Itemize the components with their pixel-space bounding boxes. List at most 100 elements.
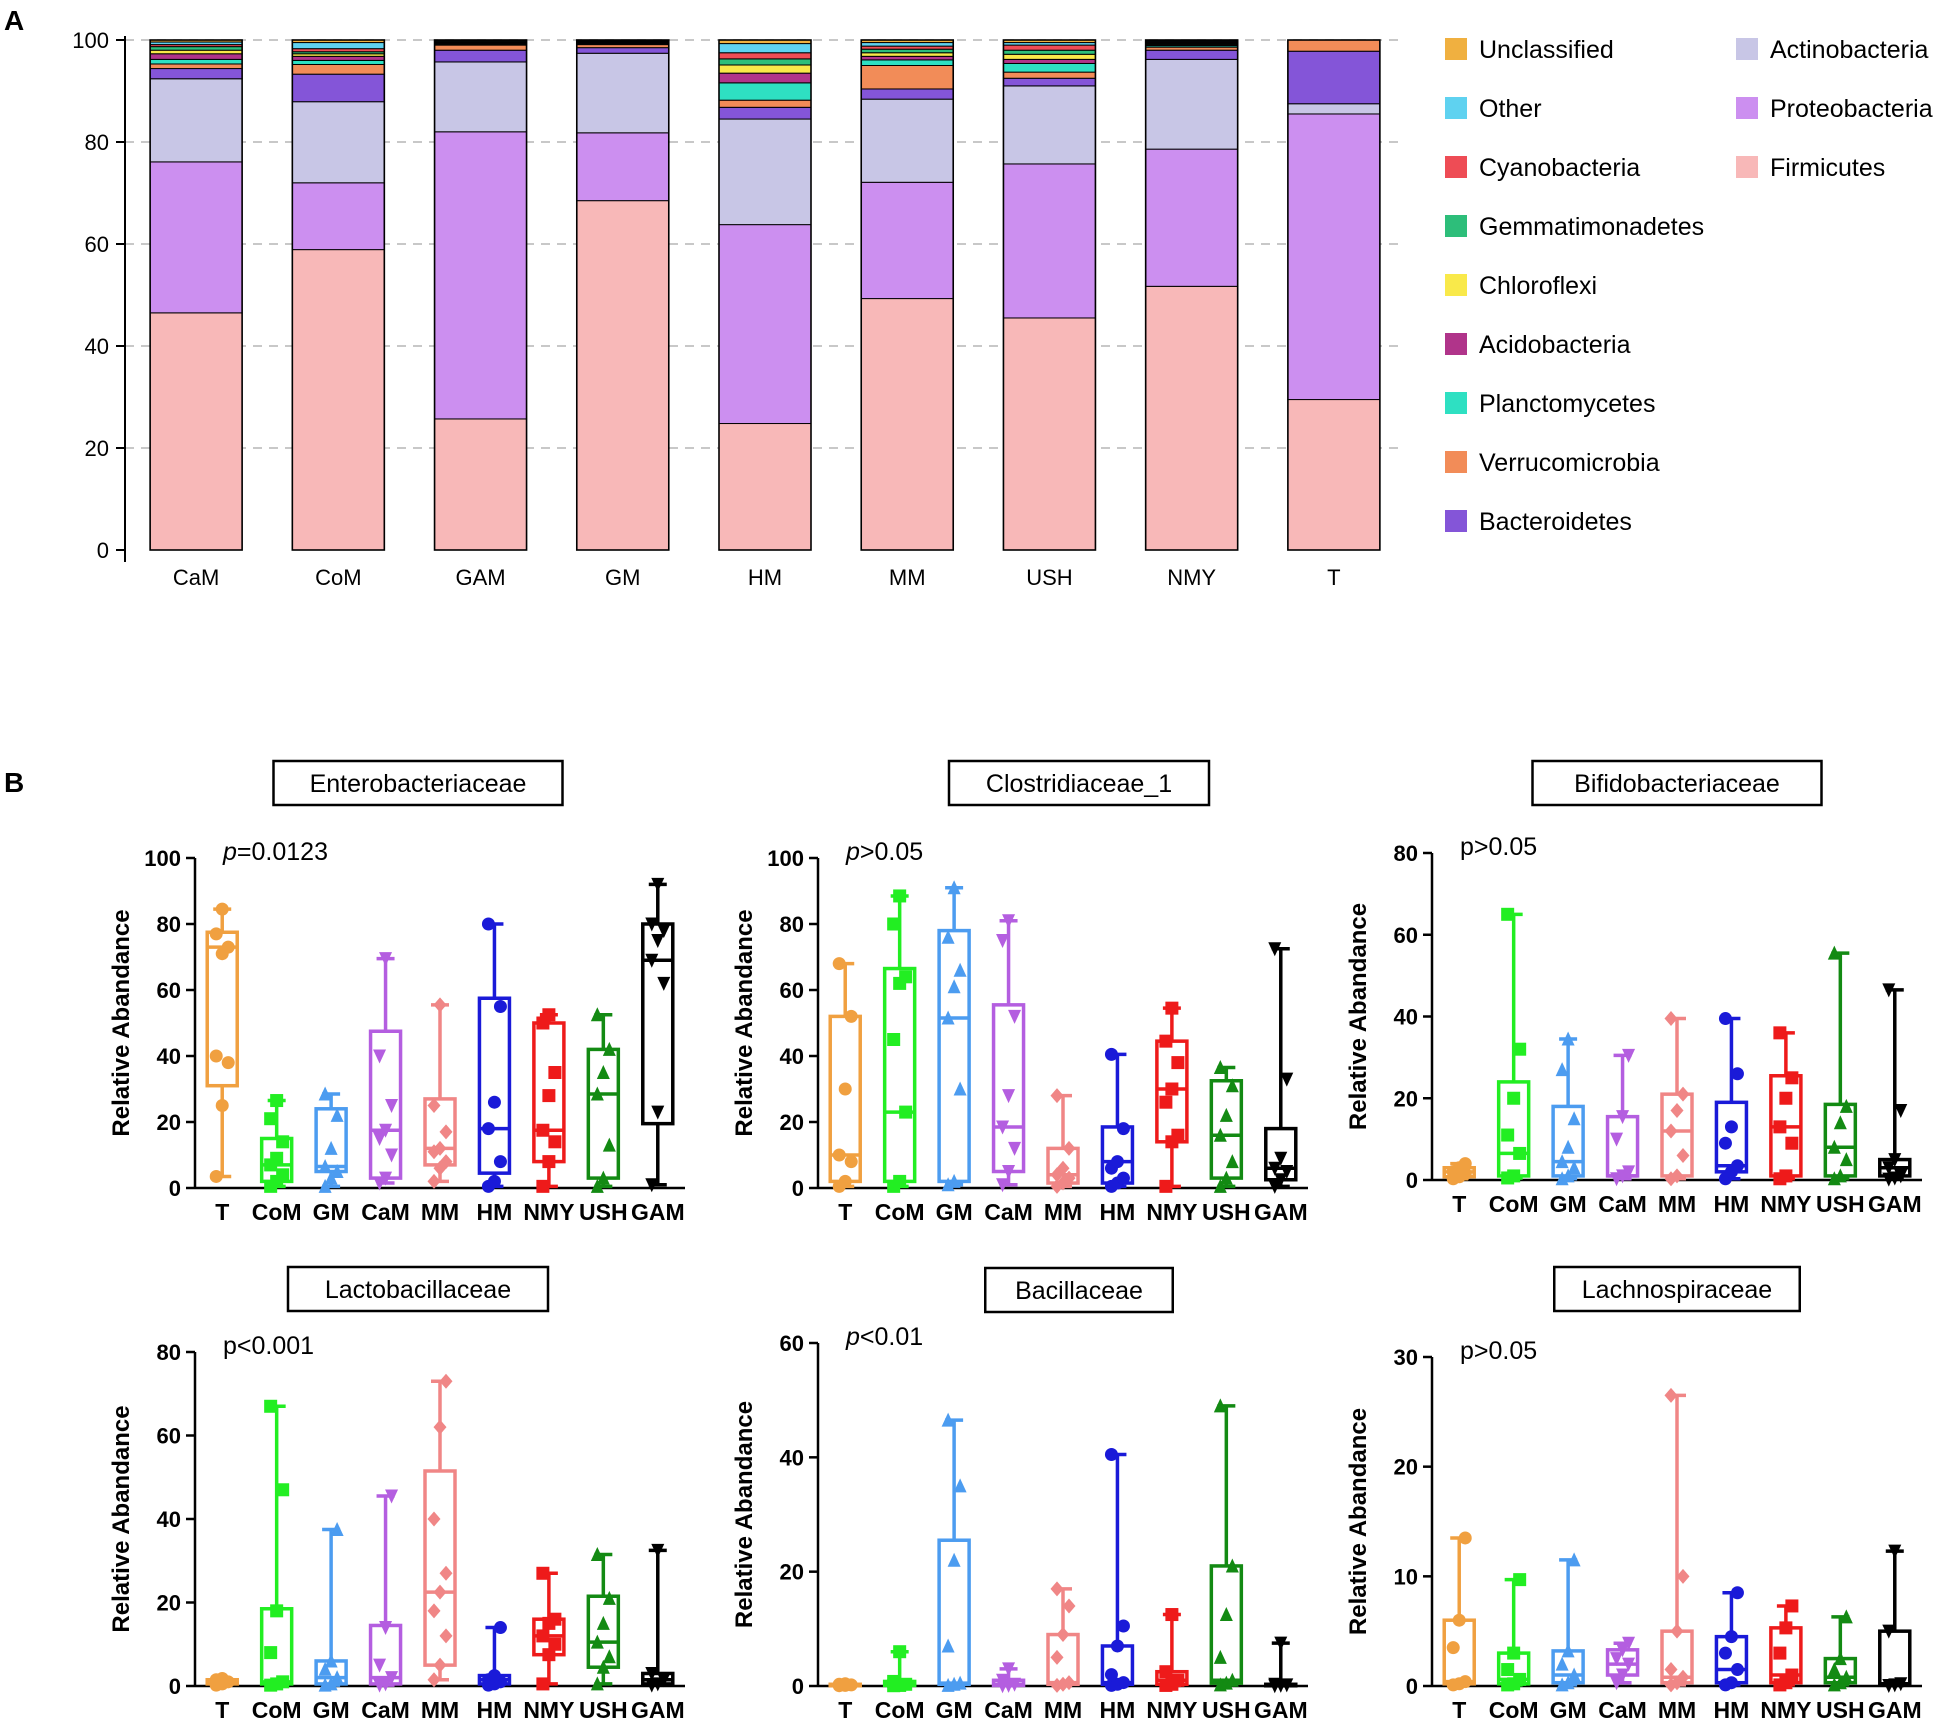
y-axis-label: Relative Abandance xyxy=(108,1405,135,1632)
bar-segment-bacteroidetes xyxy=(718,106,812,120)
data-point xyxy=(1676,1669,1690,1685)
bar-outline xyxy=(1287,39,1381,551)
data-point xyxy=(1610,1676,1624,1691)
data-point xyxy=(887,1033,901,1046)
data-point xyxy=(1730,1067,1744,1081)
box xyxy=(1209,1564,1244,1685)
bar-segment-chloroflexi xyxy=(1002,53,1096,60)
bar-segment-acidobacteria xyxy=(1002,58,1096,64)
p-value-symbol: p xyxy=(845,1323,860,1351)
data-point xyxy=(536,1677,550,1691)
data-point xyxy=(1116,1676,1130,1690)
x-tick-label: CaM xyxy=(984,1199,1033,1225)
data-point xyxy=(1561,1643,1575,1658)
data-point xyxy=(953,1081,967,1096)
data-point xyxy=(215,902,229,916)
data-point xyxy=(1894,1104,1908,1119)
x-tick-label: CoM xyxy=(875,1697,925,1723)
data-point xyxy=(1567,1160,1581,1175)
box-group-gm xyxy=(937,880,971,1192)
box-group-t xyxy=(828,1677,862,1693)
bar-segment-firmicutes xyxy=(860,298,954,551)
data-point xyxy=(1773,1026,1787,1040)
chart-title-box xyxy=(984,1266,1174,1314)
box-plot-lactobacillaceae: Lactobacillaceae p<0.001 0 20 40 60 80 Relative… xyxy=(108,1265,685,1723)
p-value: p>0.05 xyxy=(1460,1337,1537,1365)
data-point xyxy=(1833,1115,1847,1130)
p-value-symbol: p xyxy=(845,838,860,866)
p-value: p=0.0123 xyxy=(222,838,328,866)
data-point xyxy=(493,1621,507,1635)
data-point xyxy=(1622,1657,1636,1672)
bar-segment-verrucomicrobia xyxy=(291,63,385,75)
data-point xyxy=(1507,1646,1521,1660)
x-tick-label: T xyxy=(838,1199,852,1225)
data-point xyxy=(276,1168,290,1182)
data-point xyxy=(1056,1160,1070,1176)
box-group-ush xyxy=(1823,945,1858,1186)
data-point xyxy=(844,1155,858,1169)
box-group-cam xyxy=(991,1662,1026,1694)
y-tick-label: 0 xyxy=(97,538,109,563)
y-tick-label: 40 xyxy=(780,1044,804,1069)
data-point xyxy=(324,1140,338,1155)
data-point xyxy=(439,1154,453,1170)
data-point xyxy=(645,1666,659,1681)
x-tick-label: HM xyxy=(1714,1697,1750,1723)
data-point xyxy=(379,1171,393,1186)
data-point xyxy=(1664,1387,1678,1403)
data-point xyxy=(1225,1154,1239,1169)
data-point xyxy=(1839,1669,1853,1684)
bar-stack-ush xyxy=(1002,39,1097,551)
x-tick-label: HM xyxy=(1100,1199,1136,1225)
data-point xyxy=(439,1373,453,1389)
data-point xyxy=(1159,1095,1173,1109)
bar-segment-bacteroidetes xyxy=(149,68,243,80)
bar-segment-planctomycetes xyxy=(291,59,385,65)
data-point xyxy=(1888,1153,1902,1168)
data-point xyxy=(1882,1161,1896,1176)
bar-segment-gemmatimonadetes xyxy=(718,58,812,66)
data-point xyxy=(1779,1091,1793,1105)
panel-label-a: A xyxy=(4,5,24,36)
bar-segment-actinobacteria xyxy=(434,61,528,133)
data-point xyxy=(1676,1086,1690,1102)
x-tick-label: HM xyxy=(1100,1697,1136,1723)
y-tick-label: 0 xyxy=(792,1176,804,1201)
x-tick-label: GAM xyxy=(1868,1191,1922,1217)
data-point xyxy=(1616,1110,1630,1125)
box-group-hm xyxy=(1714,1586,1749,1692)
box-group-gam xyxy=(1264,1636,1298,1694)
data-point xyxy=(1002,914,1016,929)
data-point xyxy=(1827,1139,1841,1154)
data-point xyxy=(1213,1127,1227,1142)
data-point xyxy=(838,1082,852,1096)
box-plot-enterobacteriaceae: Enterobacteriaceae p=0.0123 0 20 40 60 80 100 Re… xyxy=(108,759,685,1225)
data-point xyxy=(602,1590,616,1605)
data-point xyxy=(427,1603,441,1619)
data-point xyxy=(330,1107,344,1122)
y-tick-label: 20 xyxy=(157,1591,181,1616)
box-group-cam xyxy=(991,914,1026,1193)
bar-segment-acidobacteria xyxy=(718,72,812,84)
y-tick-label: 80 xyxy=(780,912,804,937)
data-point xyxy=(1730,1663,1744,1677)
x-tick-label: GM xyxy=(1550,1697,1587,1723)
data-point xyxy=(1513,1042,1527,1056)
data-point xyxy=(1458,1531,1472,1545)
box xyxy=(991,1003,1026,1174)
y-tick-label: 40 xyxy=(1394,1005,1418,1030)
data-point xyxy=(221,1056,235,1070)
data-point xyxy=(953,962,967,977)
data-point xyxy=(1110,1639,1124,1653)
bar-outline xyxy=(433,39,528,551)
data-point xyxy=(1610,1652,1624,1667)
bar-segment-bacteroidetes xyxy=(1287,50,1381,105)
chart-title: Lachnospiraceae xyxy=(1582,1276,1772,1304)
box-group-gm xyxy=(1551,1031,1585,1186)
x-tick-label: MM xyxy=(421,1199,459,1225)
x-tick-label: USH xyxy=(1026,565,1072,590)
data-point xyxy=(1171,1673,1185,1687)
data-point xyxy=(590,1007,604,1022)
y-tick-label: 100 xyxy=(144,846,181,871)
